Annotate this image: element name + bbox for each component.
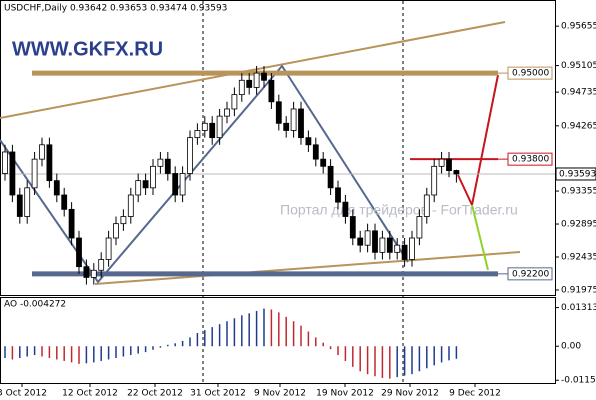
candle-body bbox=[327, 165, 334, 189]
x-tick-label: 9 Nov 2012 bbox=[254, 389, 306, 399]
watermark: Портал для трейдеров - ForTrader.ru bbox=[280, 202, 518, 218]
candle-body bbox=[135, 180, 142, 196]
candle-body bbox=[364, 230, 371, 246]
candle-body bbox=[305, 137, 312, 146]
candle-body bbox=[68, 208, 75, 239]
candle-body bbox=[438, 158, 445, 167]
candle-body bbox=[113, 223, 119, 239]
candle-body bbox=[16, 194, 23, 217]
x-tick-label: 31 Oct 2012 bbox=[190, 389, 246, 399]
candle-body bbox=[275, 101, 282, 124]
y-tick-label: 0.94735 bbox=[561, 88, 596, 98]
candle-body bbox=[179, 173, 186, 196]
level-label: 0.93800 bbox=[512, 155, 549, 165]
watermark: WWW.GKFX.RU bbox=[12, 38, 163, 60]
y-tick-label: 0.91975 bbox=[561, 285, 596, 295]
candle-body bbox=[216, 115, 223, 139]
level-label: 0.95000 bbox=[512, 69, 549, 79]
candle-body bbox=[409, 237, 415, 260]
candle-body bbox=[31, 158, 38, 189]
candle-body bbox=[105, 237, 112, 260]
candle-body bbox=[209, 122, 216, 139]
candle-body bbox=[386, 237, 393, 253]
candle-body bbox=[349, 216, 356, 239]
candle-body bbox=[283, 122, 290, 131]
candle-body bbox=[394, 244, 401, 253]
candle-body bbox=[298, 108, 304, 139]
candle-body bbox=[401, 244, 408, 260]
candle-body bbox=[76, 237, 82, 268]
candle-body bbox=[453, 170, 460, 175]
y-tick-label: 0.95105 bbox=[561, 61, 596, 71]
candle-body bbox=[268, 79, 275, 103]
y-tick-label: 0.95655 bbox=[561, 22, 596, 32]
candle-body bbox=[39, 144, 45, 160]
candle-body bbox=[342, 201, 349, 217]
y-tick-label: 0.93355 bbox=[561, 187, 596, 197]
candle-body bbox=[335, 187, 341, 203]
candle-body bbox=[312, 144, 319, 160]
candle-body bbox=[9, 151, 16, 196]
candle-body bbox=[24, 187, 31, 217]
candle-body bbox=[46, 144, 53, 182]
candle-body bbox=[372, 230, 378, 253]
candle-body bbox=[157, 158, 164, 167]
x-tick-label: 9 Dec 2012 bbox=[449, 389, 501, 399]
x-tick-label: 3 Oct 2012 bbox=[0, 389, 47, 399]
candle-body bbox=[231, 94, 238, 110]
forecast-arrow bbox=[471, 204, 489, 271]
level-box bbox=[507, 66, 553, 80]
x-tick-label: 29 Nov 2012 bbox=[381, 389, 439, 399]
price-panel bbox=[0, 0, 556, 296]
level-label: 0.92200 bbox=[512, 269, 549, 279]
x-tick-label: 12 Oct 2012 bbox=[62, 389, 118, 399]
candle-body bbox=[416, 216, 423, 239]
candle-body bbox=[61, 194, 68, 210]
candle-body bbox=[2, 151, 8, 174]
candle-body bbox=[320, 158, 327, 167]
y-tick-label: 0.00 bbox=[561, 342, 581, 352]
candle-body bbox=[446, 158, 452, 172]
candle-body bbox=[150, 165, 156, 189]
candle-body bbox=[98, 259, 105, 271]
y-tick-label: -0.01156 bbox=[561, 376, 596, 386]
candle-body bbox=[83, 266, 90, 278]
candle-body bbox=[53, 180, 60, 196]
candle-body bbox=[194, 130, 201, 139]
candle-body bbox=[201, 122, 208, 131]
candle-body bbox=[238, 79, 245, 96]
candle-body bbox=[127, 194, 134, 217]
candle-body bbox=[290, 108, 297, 131]
candle-body bbox=[246, 79, 253, 88]
candle-body bbox=[261, 72, 267, 81]
y-tick-label: 0.94265 bbox=[561, 121, 596, 131]
candle-body bbox=[187, 137, 193, 174]
chart-title: USDCHF,Daily 0.93642 0.93653 0.93474 0.9… bbox=[4, 4, 227, 14]
candle-body bbox=[253, 72, 260, 88]
current-price-label: 0.93593 bbox=[559, 169, 596, 179]
candle-body bbox=[431, 165, 438, 196]
ao-panel bbox=[0, 297, 556, 384]
current-price-box bbox=[555, 167, 596, 181]
candle-body bbox=[172, 173, 179, 196]
y-tick-label: 0.92435 bbox=[561, 253, 596, 263]
candle-body bbox=[379, 237, 386, 253]
candle-body bbox=[423, 194, 430, 217]
candle-body bbox=[224, 108, 230, 117]
candle-body bbox=[120, 216, 127, 225]
x-tick-label: 22 Oct 2012 bbox=[127, 389, 183, 399]
y-tick-label: 0.92895 bbox=[561, 220, 596, 230]
candle-body bbox=[357, 237, 364, 246]
indicator-title: AO -0.004272 bbox=[4, 300, 66, 310]
candle-body bbox=[164, 158, 171, 174]
candle-body bbox=[90, 269, 97, 278]
level-box bbox=[507, 267, 553, 281]
trend-line bbox=[0, 21, 506, 119]
y-tick-label: 0.013131 bbox=[561, 303, 596, 313]
candle-body bbox=[142, 180, 149, 189]
x-tick-label: 19 Nov 2012 bbox=[316, 389, 374, 399]
level-box bbox=[507, 152, 553, 166]
trend-line bbox=[94, 251, 521, 285]
